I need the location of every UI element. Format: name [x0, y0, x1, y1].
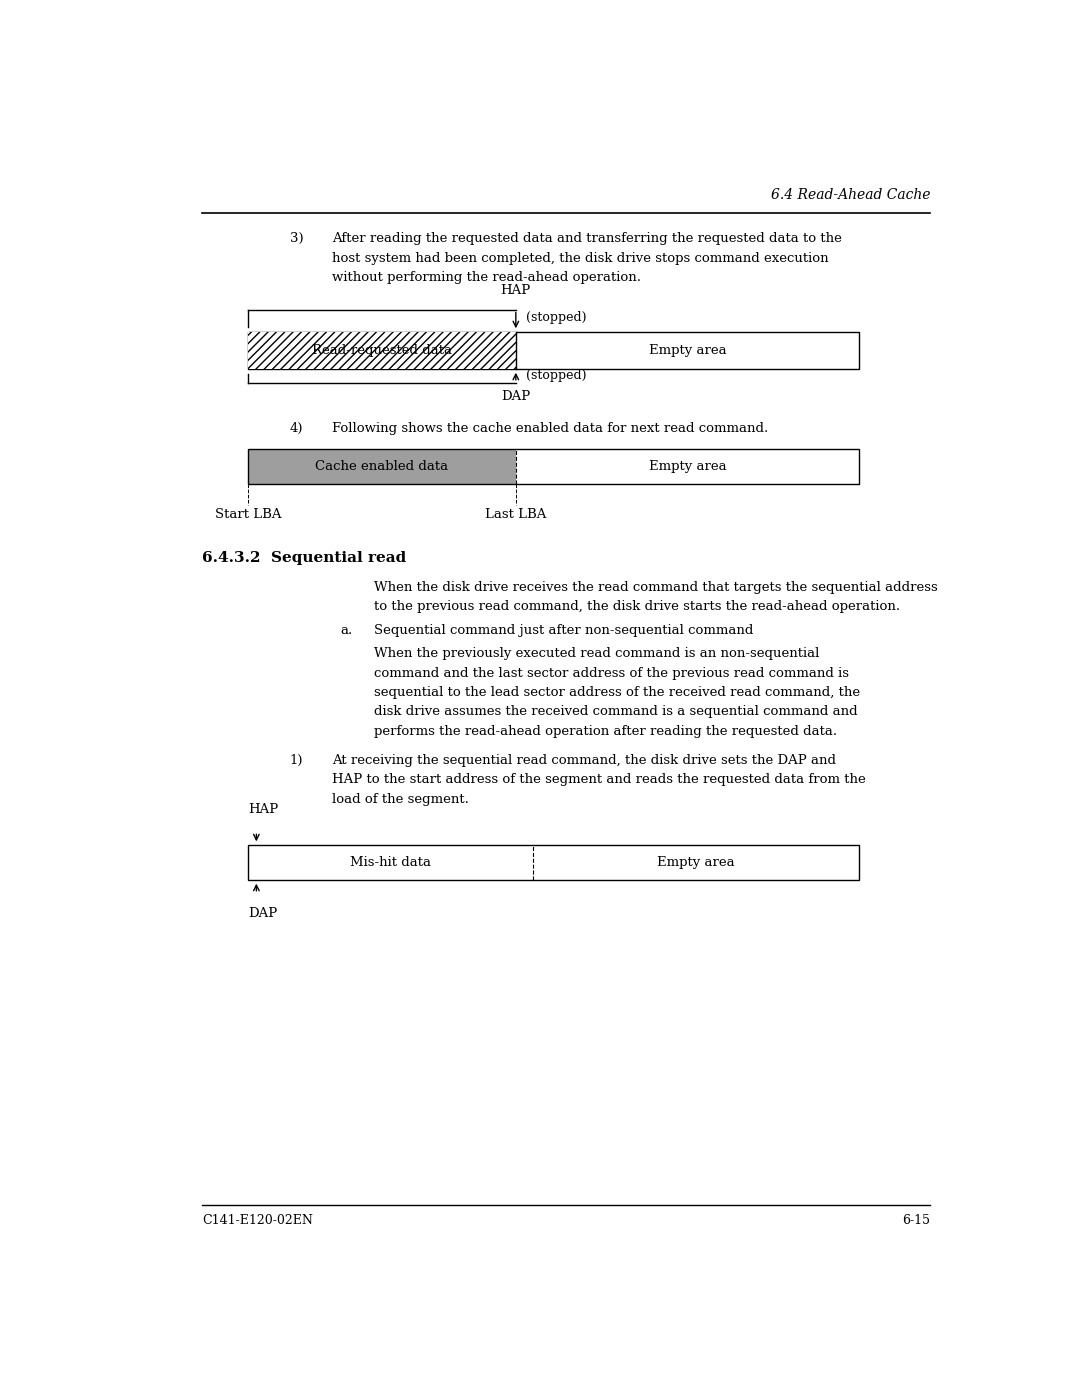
Text: Empty area: Empty area	[657, 856, 734, 869]
Text: a.: a.	[340, 623, 352, 637]
Text: disk drive assumes the received command is a sequential command and: disk drive assumes the received command …	[374, 705, 858, 718]
Text: HAP: HAP	[501, 284, 531, 296]
Text: Mis-hit data: Mis-hit data	[350, 856, 431, 869]
Text: Empty area: Empty area	[649, 460, 726, 474]
Text: DAP: DAP	[248, 907, 278, 919]
Bar	[248, 332, 859, 369]
Bar	[248, 450, 516, 483]
Text: Read-requested data: Read-requested data	[312, 344, 451, 358]
Text: When the disk drive receives the read command that targets the sequential addres: When the disk drive receives the read co…	[374, 581, 937, 594]
Text: Cache enabled data: Cache enabled data	[315, 460, 448, 474]
Text: 3): 3)	[289, 232, 303, 246]
Text: After reading the requested data and transferring the requested data to the: After reading the requested data and tra…	[332, 232, 841, 246]
Text: command and the last sector address of the previous read command is: command and the last sector address of t…	[374, 666, 849, 680]
Text: At receiving the sequential read command, the disk drive sets the DAP and: At receiving the sequential read command…	[332, 754, 836, 767]
Text: Last LBA: Last LBA	[485, 507, 546, 521]
Text: 4): 4)	[289, 422, 303, 434]
Bar	[248, 450, 859, 483]
Text: 1): 1)	[289, 754, 303, 767]
Text: Sequential command just after non-sequential command: Sequential command just after non-sequen…	[374, 623, 753, 637]
Text: without performing the read-ahead operation.: without performing the read-ahead operat…	[332, 271, 640, 284]
Text: HAP to the start address of the segment and reads the requested data from the: HAP to the start address of the segment …	[332, 774, 865, 787]
Text: load of the segment.: load of the segment.	[332, 792, 469, 806]
Text: HAP: HAP	[248, 803, 279, 816]
Bar	[516, 450, 859, 483]
Text: Start LBA: Start LBA	[215, 507, 281, 521]
Text: Following shows the cache enabled data for next read command.: Following shows the cache enabled data f…	[332, 422, 768, 434]
Text: sequential to the lead sector address of the received read command, the: sequential to the lead sector address of…	[374, 686, 860, 698]
Text: Empty area: Empty area	[649, 344, 726, 358]
Text: 6.4 Read-Ahead Cache: 6.4 Read-Ahead Cache	[771, 189, 930, 203]
Bar	[248, 332, 516, 369]
Text: 6.4.3.2  Sequential read: 6.4.3.2 Sequential read	[202, 550, 406, 564]
Text: 6-15: 6-15	[902, 1214, 930, 1228]
Text: (stopped): (stopped)	[526, 312, 586, 324]
Text: When the previously executed read command is an non-sequential: When the previously executed read comman…	[374, 647, 819, 661]
Bar	[248, 845, 859, 880]
Text: DAP: DAP	[501, 390, 530, 404]
Text: performs the read-ahead operation after reading the requested data.: performs the read-ahead operation after …	[374, 725, 837, 738]
Text: C141-E120-02EN: C141-E120-02EN	[202, 1214, 313, 1228]
Text: to the previous read command, the disk drive starts the read-ahead operation.: to the previous read command, the disk d…	[374, 601, 900, 613]
Text: host system had been completed, the disk drive stops command execution: host system had been completed, the disk…	[332, 251, 828, 264]
Text: (stopped): (stopped)	[526, 369, 586, 383]
